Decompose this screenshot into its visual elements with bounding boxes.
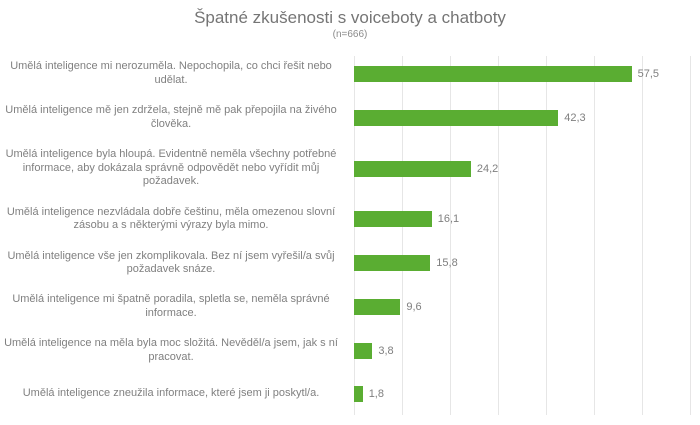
plot-area: Umělá inteligence mi nerozuměla. Nepocho… <box>0 52 692 415</box>
bar <box>354 255 431 272</box>
bar-track: 16,1 <box>354 211 692 228</box>
bar-value-label: 16,1 <box>437 213 460 226</box>
category-label: Umělá inteligence mě jen zdržela, stejně… <box>5 104 337 130</box>
bar-rows: Umělá inteligence mi nerozuměla. Nepocho… <box>0 52 692 415</box>
bar <box>354 65 632 82</box>
category-label: Umělá inteligence vše jen zkomplikovala.… <box>7 249 335 276</box>
category-label: Umělá inteligence zneužila informace, kt… <box>22 387 320 400</box>
bar-track: 1,8 <box>354 385 692 402</box>
bar-row: Umělá inteligence zneužila informace, kt… <box>0 373 692 415</box>
bar-track: 57,5 <box>354 65 692 82</box>
chart-title: Špatné zkušenosti s voiceboty a chatboty <box>194 8 506 27</box>
bar-track: 42,3 <box>354 109 692 126</box>
bar-row: Umělá inteligence nezvládala dobře češti… <box>0 197 692 241</box>
bar-track: 3,8 <box>354 343 692 360</box>
bar-row: Umělá inteligence vše jen zkomplikovala.… <box>0 241 692 285</box>
category-label: Umělá inteligence byla hloupá. Evidentně… <box>5 147 337 188</box>
bar-value-label: 1,8 <box>368 387 384 400</box>
bar <box>354 385 363 402</box>
bar-value-label: 57,5 <box>637 67 660 80</box>
category-label: Umělá inteligence nezvládala dobře češti… <box>6 205 336 232</box>
category-label: Umělá inteligence mi nerozuměla. Nepocho… <box>10 60 332 86</box>
bar <box>354 343 373 360</box>
bar-value-label: 3,8 <box>378 345 394 358</box>
bar-row: Umělá inteligence mi špatně poradila, sp… <box>0 285 692 329</box>
bar-row: Umělá inteligence mě jen zdržela, stejně… <box>0 96 692 140</box>
category-label: Umělá inteligence na měla byla moc složi… <box>4 337 338 364</box>
bar <box>354 211 432 228</box>
bar-track: 15,8 <box>354 255 692 272</box>
bar-track: 9,6 <box>354 299 692 316</box>
bar-value-label: 15,8 <box>436 257 458 270</box>
bar <box>354 109 559 126</box>
bar <box>354 160 471 177</box>
bar-value-label: 42,3 <box>564 111 586 124</box>
chart-subtitle: (n=666) <box>332 28 368 40</box>
bar-value-label: 9,6 <box>406 301 422 314</box>
bar-row: Umělá inteligence byla hloupá. Evidentně… <box>0 140 692 198</box>
category-label: Umělá inteligence mi špatně poradila, sp… <box>12 293 330 320</box>
bar <box>354 299 401 316</box>
chart-header: Špatné zkušenosti s voiceboty a chatboty… <box>0 0 700 40</box>
bar-track: 24,2 <box>354 160 692 177</box>
bar-row: Umělá inteligence mi nerozuměla. Nepocho… <box>0 52 692 96</box>
bar-value-label: 24,2 <box>476 162 499 175</box>
bar-row: Umělá inteligence na měla byla moc složi… <box>0 329 692 373</box>
